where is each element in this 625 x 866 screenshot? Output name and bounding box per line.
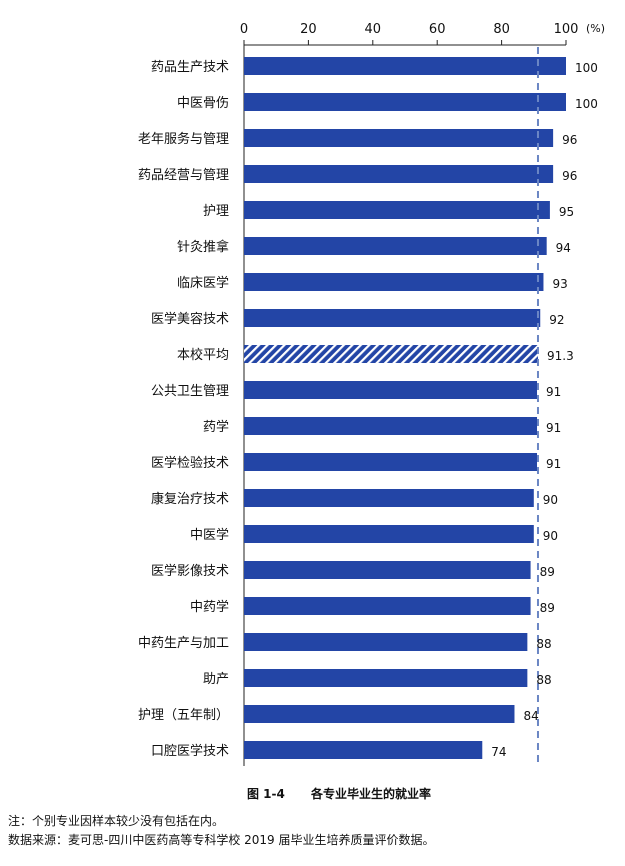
- bars: [244, 47, 566, 766]
- category-label: 临床医学: [177, 275, 229, 291]
- employment-rate-bar-chart: 0 20 40 60 80 100 (%) 药品生产技术 100 中医骨伤 100 老年服务与管理 9…: [138, 22, 605, 766]
- bar: [244, 705, 515, 723]
- value-label: 88: [536, 637, 551, 651]
- category-label: 助产: [203, 672, 229, 687]
- category-label: 本校平均: [177, 347, 229, 363]
- category-label: 药品生产技术: [151, 60, 229, 75]
- note-data-source: 数据来源：麦可思-四川中医药高等专科学校 2019 届毕业生培养质量评价数据。: [8, 833, 435, 847]
- value-label: 100: [575, 97, 598, 111]
- value-label: 90: [543, 493, 558, 507]
- category-label: 中医学: [190, 527, 229, 543]
- x-unit-label: (%): [586, 22, 605, 35]
- x-tick-label: 40: [365, 22, 382, 37]
- bar-average: [244, 345, 538, 363]
- x-tick-label: 100: [554, 22, 579, 37]
- category-label: 中药生产与加工: [138, 636, 229, 651]
- bar: [244, 597, 531, 615]
- value-label: 91.3: [547, 349, 574, 363]
- bar: [244, 417, 538, 435]
- value-label: 96: [562, 169, 577, 183]
- footnotes: 注：个别专业因样本较少没有包括在内。 数据来源：麦可思-四川中医药高等专科学校 …: [8, 812, 435, 850]
- x-tick-label: 80: [493, 22, 510, 37]
- chart-title: 各专业毕业生的就业率: [311, 787, 432, 801]
- category-label: 中医骨伤: [177, 96, 229, 111]
- category-label: 医学检验技术: [151, 455, 229, 471]
- category-label: 康复治疗技术: [151, 491, 229, 507]
- value-label: 88: [536, 673, 551, 687]
- category-label: 药学: [203, 419, 229, 435]
- figure-label: 图 1-4: [247, 787, 285, 801]
- category-label: 公共卫生管理: [151, 384, 229, 399]
- bar: [244, 165, 554, 183]
- value-label: 93: [552, 277, 567, 291]
- bar: [244, 309, 541, 327]
- value-label: 89: [540, 565, 555, 579]
- x-tick-label: 0: [240, 22, 248, 37]
- category-label: 医学影像技术: [151, 563, 229, 579]
- category-label: 中药学: [190, 599, 229, 615]
- bar: [244, 237, 547, 255]
- category-label: 老年服务与管理: [138, 131, 229, 147]
- bar: [244, 57, 566, 75]
- category-label: 口腔医学技术: [151, 743, 229, 759]
- category-label: 医学美容技术: [151, 311, 229, 327]
- value-label: 74: [491, 745, 506, 759]
- x-tick-label: 60: [429, 22, 446, 37]
- note-sample-size: 注：个别专业因样本较少没有包括在内。: [8, 814, 225, 828]
- bar: [244, 561, 531, 579]
- value-label: 91: [546, 421, 561, 435]
- bar: [244, 741, 483, 759]
- category-label: 护理: [203, 204, 229, 219]
- bar: [244, 525, 534, 543]
- bar: [244, 453, 538, 471]
- value-label: 89: [540, 601, 555, 615]
- bar: [244, 201, 550, 219]
- value-label: 94: [556, 241, 571, 255]
- bar: [244, 93, 566, 111]
- value-label: 95: [559, 205, 574, 219]
- labels: 药品生产技术 100 中医骨伤 100 老年服务与管理 96 药品经营与管理 96 护理 95 针灸…: [138, 60, 598, 759]
- x-tick-label: 20: [300, 22, 317, 37]
- bar: [244, 489, 534, 507]
- category-label: 药品经营与管理: [138, 168, 229, 183]
- value-label: 92: [549, 313, 564, 327]
- bar: [244, 273, 544, 291]
- value-label: 84: [523, 709, 538, 723]
- value-label: 90: [543, 529, 558, 543]
- bar: [244, 669, 528, 687]
- value-label: 100: [575, 61, 598, 75]
- value-label: 91: [546, 457, 561, 471]
- value-label: 91: [546, 385, 561, 399]
- category-label: 护理（五年制）: [138, 708, 229, 723]
- category-label: 针灸推拿: [177, 239, 229, 255]
- bar: [244, 381, 538, 399]
- bar: [244, 633, 528, 651]
- bar: [244, 129, 554, 147]
- value-label: 96: [562, 133, 577, 147]
